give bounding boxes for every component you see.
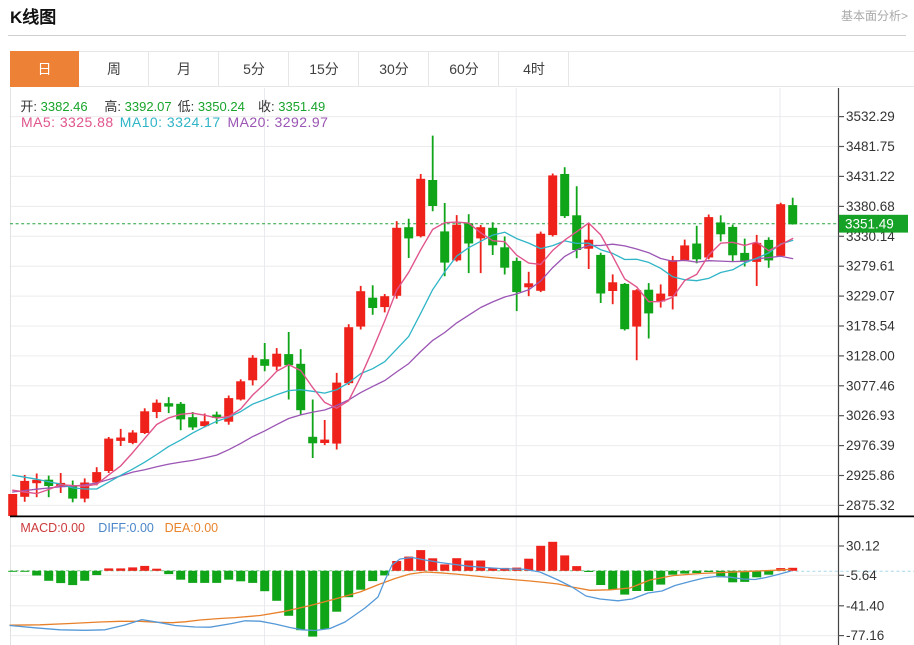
- svg-text:3532.29: 3532.29: [846, 109, 895, 124]
- svg-text:-41.40: -41.40: [846, 598, 884, 613]
- svg-text:3026.93: 3026.93: [846, 408, 895, 423]
- svg-text:3481.75: 3481.75: [846, 139, 895, 154]
- svg-text:30.12: 30.12: [846, 539, 880, 554]
- svg-text:3431.22: 3431.22: [846, 169, 895, 184]
- svg-text:3229.07: 3229.07: [846, 289, 895, 304]
- svg-text:-5.64: -5.64: [846, 568, 877, 583]
- svg-text:-77.16: -77.16: [846, 628, 884, 643]
- svg-text:3128.00: 3128.00: [846, 348, 895, 363]
- svg-text:3279.61: 3279.61: [846, 259, 895, 274]
- svg-text:3380.68: 3380.68: [846, 199, 895, 214]
- svg-text:2976.39: 2976.39: [846, 438, 895, 453]
- svg-text:3351.49: 3351.49: [845, 217, 894, 232]
- svg-text:3077.46: 3077.46: [846, 378, 895, 393]
- svg-text:2875.32: 2875.32: [846, 498, 895, 513]
- svg-text:3178.54: 3178.54: [846, 319, 895, 334]
- svg-text:2925.86: 2925.86: [846, 468, 895, 483]
